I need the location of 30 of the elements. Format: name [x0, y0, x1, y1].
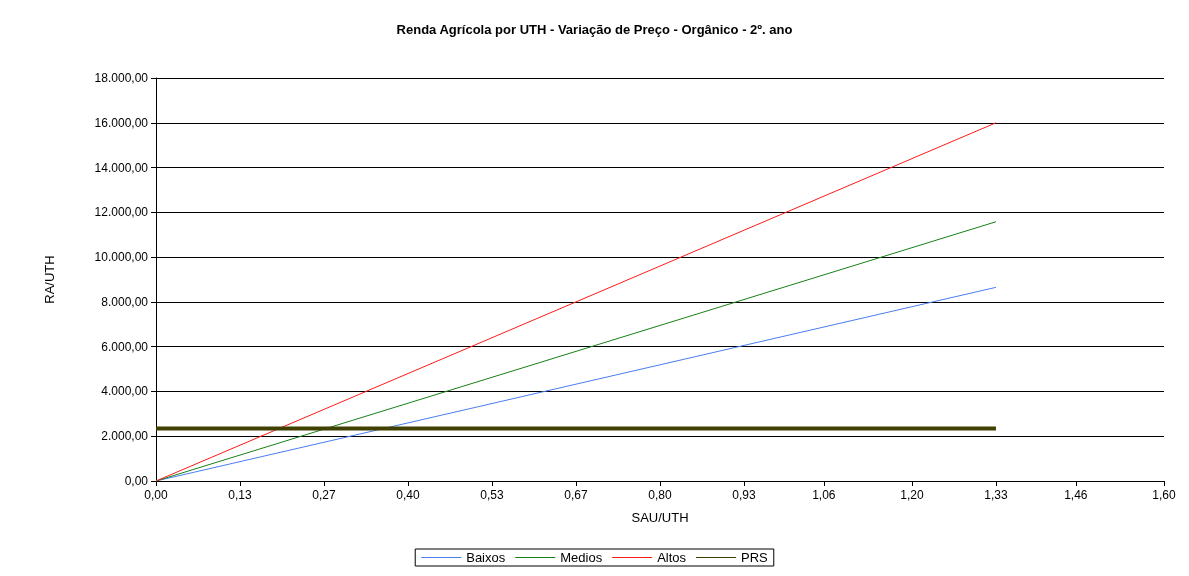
x-tick-label: 1,06: [812, 488, 836, 502]
x-tick-label: 0,67: [564, 488, 589, 502]
x-tick-label: 0,00: [144, 488, 168, 502]
x-tick-label: 0,40: [396, 488, 420, 502]
y-tick-label: 0,00: [124, 474, 149, 488]
y-tick-label: 4.000,00: [101, 384, 149, 399]
x-tick-label: 0,27: [312, 488, 337, 502]
y-tick-label: 10.000,00: [94, 250, 149, 265]
x-tick-label: 0,93: [732, 488, 756, 502]
y-tick-label: 2.000,00: [101, 429, 149, 444]
legend-label: PRS: [741, 550, 769, 565]
x-axis-title: SAU/UTH: [631, 510, 689, 525]
x-tick-label: 1,20: [900, 488, 924, 502]
x-tick-label: 1,46: [1064, 488, 1088, 502]
x-tick-label: 0,53: [480, 488, 504, 502]
y-tick-label: 8.000,00: [101, 294, 149, 309]
legend-label: Medios: [560, 550, 603, 565]
y-tick-label: 6.000,00: [101, 339, 149, 354]
y-tick-label: 16.000,00: [94, 115, 149, 130]
x-tick-label: 0,13: [228, 488, 252, 502]
y-tick-label: 18.000,00: [94, 71, 149, 85]
y-tick-label: 14.000,00: [94, 160, 149, 175]
y-tick-label: 12.000,00: [94, 205, 149, 220]
x-tick-label: 1,33: [984, 488, 1008, 502]
chart-title: Renda Agrícola por UTH - Variação de Preço - Orgânico - 2º. ano: [396, 22, 793, 37]
legend-label: Baixos: [466, 550, 506, 565]
legend-label: Altos: [657, 550, 687, 565]
x-tick-label: 0,80: [648, 488, 672, 502]
y-axis-title: RA/UTH: [42, 255, 57, 304]
x-tick-label: 1,60: [1152, 488, 1176, 502]
